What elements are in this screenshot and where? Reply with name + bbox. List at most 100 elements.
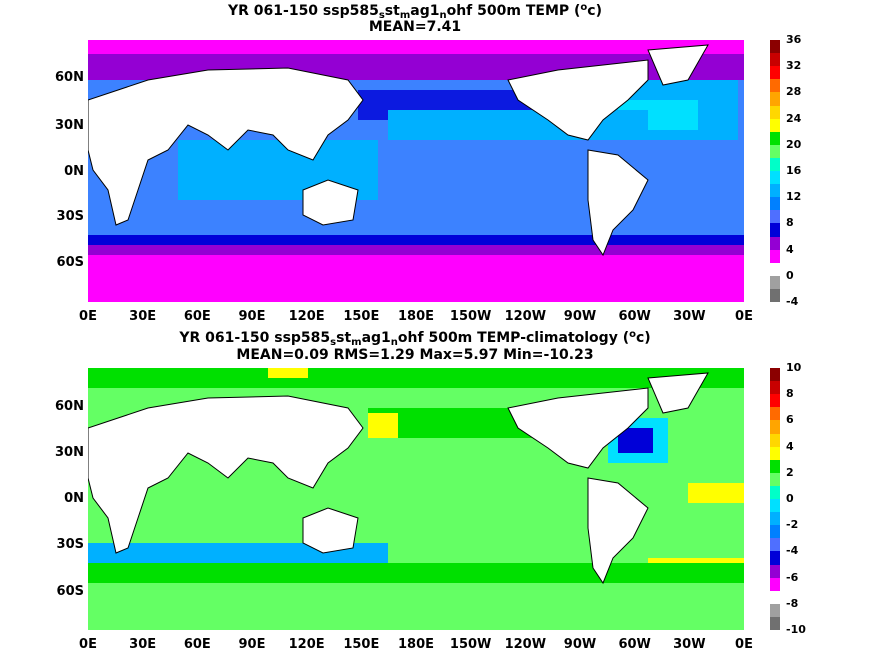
panel2-land-eurasia-africa (88, 395, 364, 554)
panel1-colorbar-label: 0 (786, 268, 794, 282)
panel1-lon-label: 60E (183, 309, 211, 324)
panel2-lon-label: 0E (735, 637, 753, 652)
panel1-colorbar-label: 28 (786, 85, 802, 99)
panel2-colorbar-cell (770, 551, 780, 565)
panel1-title-line2: MEAN=7.41 (368, 19, 462, 35)
panel1-colorbar-label: 20 (786, 137, 802, 151)
panel1-lon-label: 60W (618, 309, 651, 324)
panel2-lon-label: 30W (673, 637, 706, 652)
panel2-colorbar-cell (770, 472, 780, 487)
panel2-map-svg (88, 368, 744, 630)
panel2-colorbar-label: -2 (786, 518, 799, 532)
panel1-colorbar-label: 32 (786, 59, 802, 73)
panel2-lon-label: 60W (618, 637, 651, 652)
panel1-colorbar-cell (770, 262, 780, 277)
panel2-colorbar-label: 0 (786, 492, 794, 505)
panel2-colorbar-cell (770, 420, 780, 434)
panel2-colorbar-cell (770, 538, 780, 552)
panel1-colorbar-cell (770, 197, 780, 211)
panel1-lon-label: 30E (129, 309, 157, 324)
panel1-colorbar-cell (770, 210, 780, 224)
panel1-colorbar-cell (770, 236, 780, 251)
panel2-lon-label: 120E (288, 637, 325, 652)
panel2-land-northamerica (507, 387, 649, 469)
panel2-so-band (88, 563, 744, 583)
panel2-lon-label: 150E (343, 637, 380, 652)
panel2-colorbar-label: -10 (786, 623, 806, 636)
panel1-colorbar-label: 24 (786, 111, 802, 125)
panel1-land-eurasia-africa (88, 67, 364, 226)
panel1-colorbar (770, 40, 780, 303)
panel2-colorbar-label: -6 (786, 570, 799, 584)
panel1-colorbar-cell (770, 171, 780, 185)
panel1-map-svg (88, 40, 744, 302)
panel1-lat-label: 60S (56, 255, 84, 270)
panel1-lat-label: 30N (55, 118, 84, 133)
panel2-colorbar-cell (770, 446, 780, 461)
panel1-land-antarctica-strip (88, 290, 744, 302)
panel2-colorbar-label: 8 (786, 387, 794, 401)
panel2-arctic-warm (268, 368, 308, 378)
panel2-colorbar-cell (770, 499, 780, 513)
panel1-colorbar-cell (770, 288, 780, 303)
panel1-title-line1: YR 061-150 ssp585sstmag1nohf 500m TEMP (… (228, 2, 602, 21)
panel2-colorbar-label: 2 (786, 465, 794, 479)
panel2-lat-label: 60N (55, 399, 84, 414)
panel2-colorbar-cell (770, 590, 780, 605)
panel2-arctic-band (88, 368, 744, 388)
panel1-colorbar-cell (770, 66, 780, 80)
panel2-colorbar-cell (770, 459, 780, 474)
panel2-lon-label: 150W (449, 637, 492, 652)
panel1-land-northamerica (507, 59, 649, 141)
panel1-colorbar-cell (770, 275, 780, 290)
panel1-lon-label: 150E (343, 309, 380, 324)
panel2-lat-label: 30N (55, 445, 84, 460)
panel2-lon-label: 180E (397, 637, 435, 652)
panel2-colorbar-cell (770, 525, 780, 539)
panel2-colorbar-cell (770, 577, 780, 592)
panel1-colorbar-cell (770, 53, 780, 67)
panel2-lat-label: 0N (64, 491, 84, 506)
panel2-lon-label: 0E (79, 637, 97, 652)
panel2-lat-label: 30S (56, 537, 84, 552)
panel1-land-australia (302, 179, 359, 226)
panel1-lon-label: 30W (673, 309, 706, 324)
panel2-colorbar-cell (770, 381, 780, 395)
panel1-colorbar-cell (770, 92, 780, 106)
panel1-colorbar-cell (770, 223, 780, 237)
panel2-land-southamerica (587, 477, 649, 585)
panel2-colorbar-cell (770, 394, 780, 408)
panel1-colorbar-label: 12 (786, 190, 802, 204)
panel1-colorbar-cell (770, 118, 780, 133)
panel1-colorbar-label: 36 (786, 33, 802, 46)
panel2-lat-label: 60S (56, 584, 84, 599)
panel2-colorbar-cell (770, 433, 780, 448)
panel2-colorbar-label: -8 (786, 596, 799, 610)
panel1-colorbar-cell (770, 184, 780, 198)
panel1-so-band2 (88, 245, 744, 255)
panel1-arctic-top (88, 40, 744, 54)
panel1-colorbar-label: -4 (786, 295, 799, 308)
panel1-colorbar-label: 8 (786, 216, 794, 230)
panel1-lon-label: 90E (238, 309, 266, 324)
panel2-kuroshio (368, 413, 398, 438)
panel2-lon-label: 60E (183, 637, 211, 652)
panel1-colorbar-cell (770, 131, 780, 146)
panel2-colorbar-cell (770, 603, 780, 618)
panel2-colorbar-cell (770, 485, 780, 500)
panel1-colorbar-cell (770, 79, 780, 93)
panel1-land-southamerica (587, 149, 649, 257)
panel2-colorbar (770, 368, 780, 631)
panel2-title-line2: MEAN=0.09 RMS=1.29 Max=5.97 Min=-10.23 (236, 347, 594, 363)
panel1-lat-label: 0N (64, 164, 84, 179)
panel2-lon-label: 30E (129, 637, 157, 652)
panel1-colorbar-cell (770, 105, 780, 120)
panel2-colorbar-label: 4 (786, 439, 794, 453)
panel2-colorbar-label: -4 (786, 544, 799, 558)
panel2-colorbar-cell (770, 368, 780, 382)
panel2-colorbar-cell (770, 564, 780, 579)
panel1-lon-label: 150W (449, 309, 492, 324)
panel1-colorbar-cell (770, 40, 780, 54)
panel2-lon-label: 120W (504, 637, 547, 652)
panel1-colorbar-label: 16 (786, 164, 802, 177)
